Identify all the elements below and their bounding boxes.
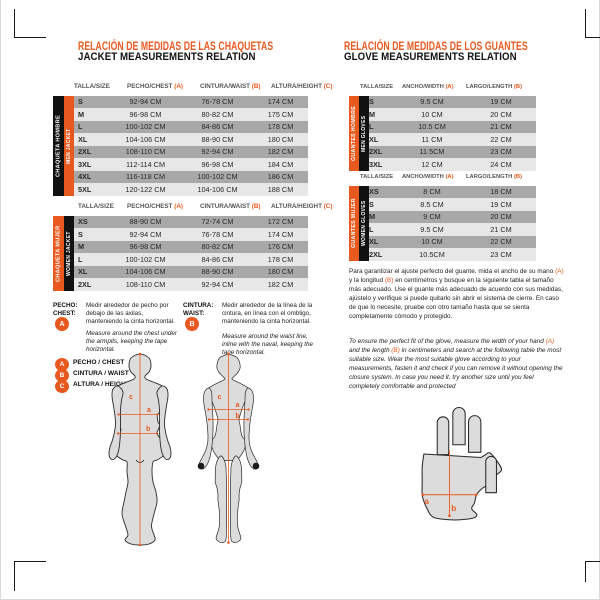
svg-text:b: b bbox=[146, 426, 150, 433]
svg-text:a: a bbox=[424, 497, 429, 506]
svg-text:c: c bbox=[129, 394, 133, 401]
svg-text:a: a bbox=[147, 407, 151, 414]
svg-text:a: a bbox=[236, 402, 240, 409]
svg-text:b: b bbox=[236, 413, 240, 420]
svg-text:b: b bbox=[451, 504, 456, 513]
svg-text:c: c bbox=[218, 394, 222, 401]
